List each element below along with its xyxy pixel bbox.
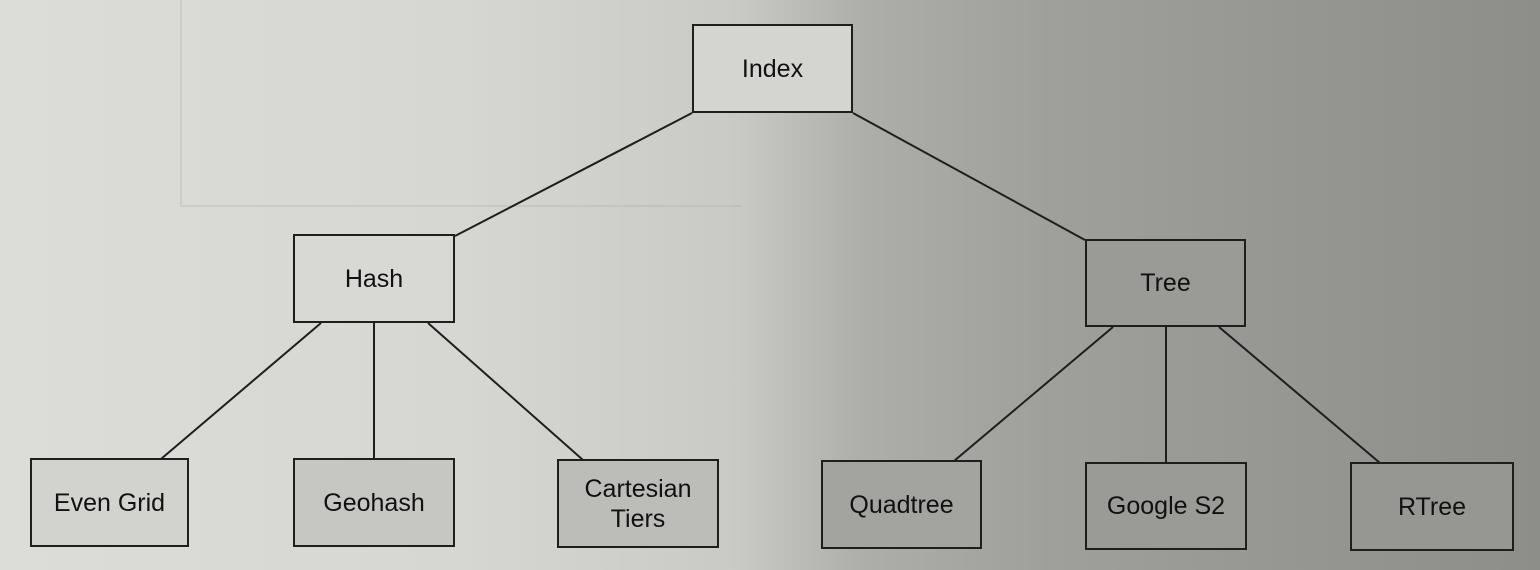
node-hash-label: Hash — [344, 264, 404, 293]
node-google-s2-label: Google S2 — [1106, 492, 1226, 520]
node-tree: Tree — [1085, 239, 1246, 327]
edge-index-tree — [852, 112, 1086, 241]
node-rtree: RTree — [1350, 462, 1514, 551]
node-cartesian-tiers: Cartesian Tiers — [557, 459, 719, 548]
node-tree-label: Tree — [1140, 269, 1191, 297]
node-geohash: Geohash — [293, 458, 455, 547]
node-hash: Hash — [293, 234, 455, 323]
bleed-through-page-outline — [180, 0, 742, 207]
node-rtree-label: RTree — [1397, 492, 1467, 521]
edge-hash-cartesian-tiers — [427, 322, 584, 461]
node-index: Index — [692, 24, 853, 113]
edge-index-hash — [454, 112, 693, 237]
node-quadtree: Quadtree — [821, 460, 982, 549]
edge-tree-quadtree — [953, 326, 1114, 462]
node-quadtree-label: Quadtree — [849, 490, 954, 519]
node-geohash-label: Geohash — [323, 488, 425, 517]
node-even-grid-label: Even Grid — [53, 488, 166, 517]
node-even-grid: Even Grid — [30, 458, 189, 547]
node-cartesian-tiers-label: Cartesian Tiers — [584, 474, 692, 533]
node-google-s2: Google S2 — [1085, 462, 1247, 550]
edge-hash-even-grid — [160, 322, 322, 460]
node-index-label: Index — [741, 54, 804, 83]
edge-tree-rtree — [1218, 326, 1381, 464]
